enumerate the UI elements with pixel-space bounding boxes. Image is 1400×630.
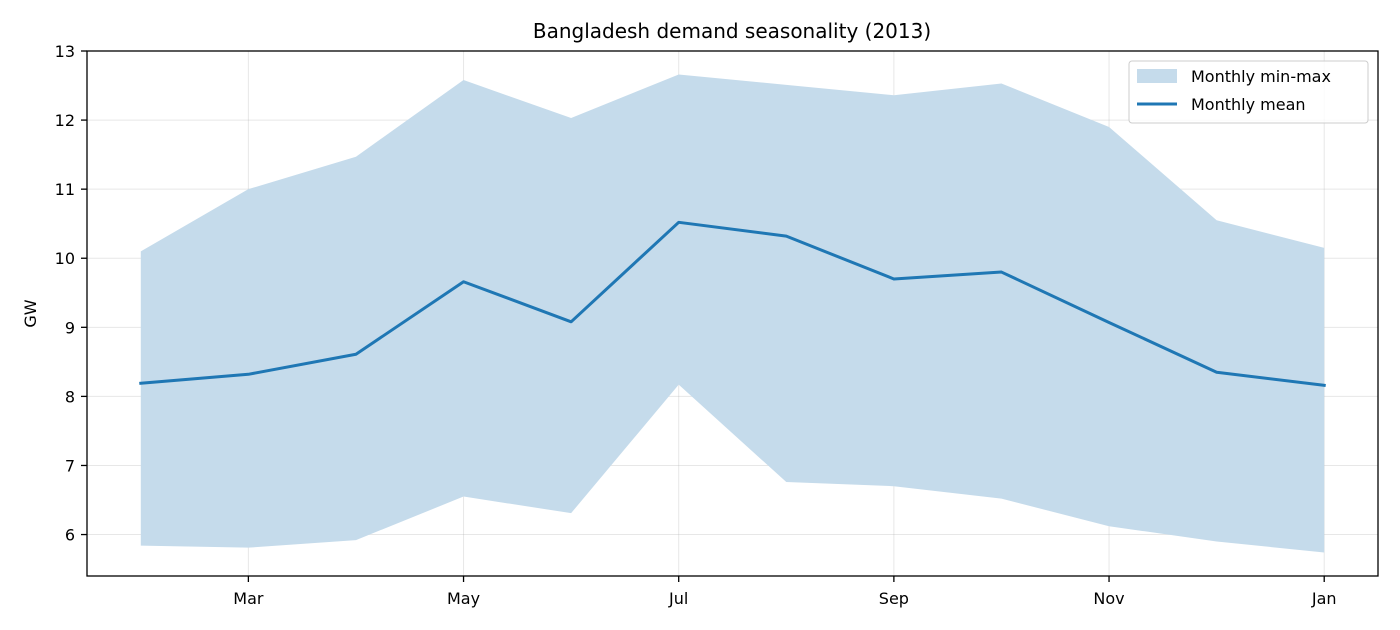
axis-ticks: Mar May Jul Sep Nov Jan 6 7 8 9 10 11 12 13 [55,42,1337,608]
mean-line [139,220,1326,388]
plot-frame [86,50,1379,577]
x-tick-label: Mar [233,589,264,608]
y-tick-label: 8 [65,387,75,406]
chart-title: Bangladesh demand seasonality (2013) [533,19,931,43]
y-axis-label: GW [21,299,40,327]
y-tick-label: 9 [65,318,75,337]
y-tick-label: 12 [55,111,75,130]
legend-box [1128,60,1369,124]
y-tick-label: 13 [55,42,75,61]
legend-swatch-min-max [1137,69,1177,83]
min-max-band [140,74,1325,553]
y-tick-label: 6 [65,526,75,545]
y-tick-label: 11 [55,180,75,199]
legend-label-mean: Monthly mean [1191,95,1306,114]
x-tick-label: Jan [1311,589,1337,608]
legend-label-min-max: Monthly min-max [1191,67,1331,86]
y-tick-label: 7 [65,456,75,475]
x-tick-label: Nov [1093,589,1124,608]
min-max-band-layer [140,74,1325,553]
x-tick-label: May [447,589,480,608]
legend: Monthly min-max Monthly mean [1128,60,1369,124]
y-tick-label: 10 [55,249,75,268]
mean-line-layer [139,220,1326,388]
x-tick-label: Jul [668,589,688,608]
x-tick-label: Sep [879,589,909,608]
